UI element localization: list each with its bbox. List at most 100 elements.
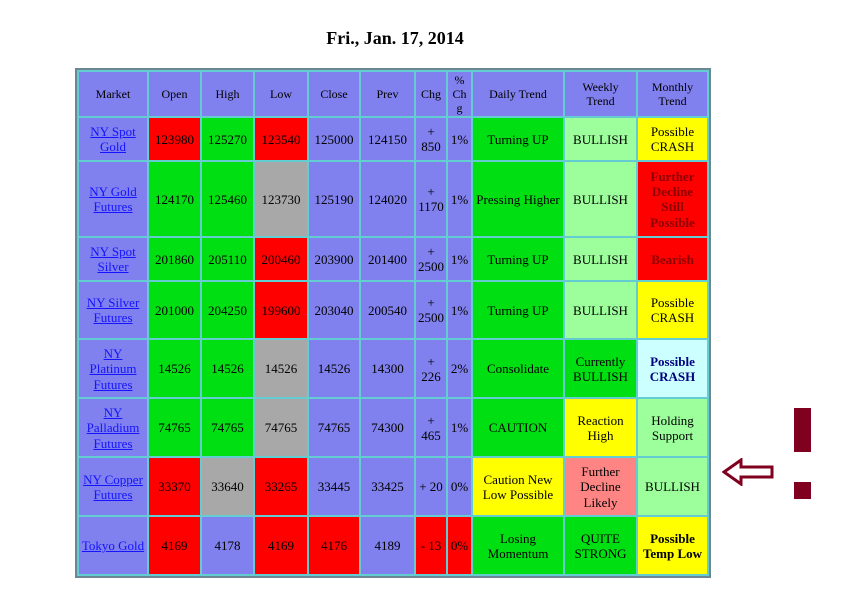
column-header-open: Open <box>149 72 200 117</box>
cell-weekly-trend: Currently BULLISH <box>565 340 636 398</box>
market-cell: NY Palladium Futures <box>79 399 147 457</box>
cell-low: 14526 <box>255 340 307 398</box>
cell-prev: 124150 <box>361 118 414 161</box>
cell-chg: 0% <box>448 458 471 516</box>
cell-weekly-trend: BULLISH <box>565 238 636 281</box>
cell-low: 33265 <box>255 458 307 516</box>
highlight-bar <box>794 408 811 452</box>
cell-chg: 1% <box>448 399 471 457</box>
market-link-ny-silver-futures[interactable]: NY Silver Futures <box>86 295 140 326</box>
cell-low: 123730 <box>255 162 307 237</box>
market-cell: NY Spot Gold <box>79 118 147 161</box>
cell-weekly-trend: BULLISH <box>565 118 636 161</box>
cell-weekly-trend: BULLISH <box>565 162 636 237</box>
column-header-low: Low <box>255 72 307 117</box>
cell-chg: 1% <box>448 162 471 237</box>
cell-monthly-trend: Further Decline Still Possible <box>638 162 707 237</box>
market-cell: NY Silver Futures <box>79 282 147 339</box>
page-title: Fri., Jan. 17, 2014 <box>326 28 464 48</box>
cell-daily-trend: Consolidate <box>473 340 563 398</box>
cell-close: 125000 <box>309 118 359 161</box>
cell-daily-trend: Losing Momentum <box>473 517 563 575</box>
market-cell: NY Platinum Futures <box>79 340 147 398</box>
market-cell: NY Spot Silver <box>79 238 147 281</box>
cell-chg: - 13 <box>416 517 446 575</box>
cell-daily-trend: Turning UP <box>473 238 563 281</box>
highlight-square <box>794 482 811 499</box>
cell-chg: 1% <box>448 118 471 161</box>
cell-chg: + 2500 <box>416 238 446 281</box>
cell-open: 201860 <box>149 238 200 281</box>
cell-low: 123540 <box>255 118 307 161</box>
table-row-ny-spot-gold: NY Spot Gold 123980 125270 123540 125000 1241… <box>79 118 707 161</box>
market-link-ny-spot-silver[interactable]: NY Spot Silver <box>90 244 136 275</box>
table-row-ny-copper-futures: NY Copper Futures 33370 33640 33265 33445 334… <box>79 458 707 516</box>
market-link-ny-copper-futures[interactable]: NY Copper Futures <box>83 471 143 502</box>
cell-high: 33640 <box>202 458 253 516</box>
cell-chg: 1% <box>448 282 471 339</box>
cell-weekly-trend: BULLISH <box>565 282 636 339</box>
cell-chg: + 226 <box>416 340 446 398</box>
cell-open: 74765 <box>149 399 200 457</box>
market-link-ny-gold-futures[interactable]: NY Gold Futures <box>89 184 137 215</box>
market-link-ny-palladium-futures[interactable]: NY Palladium Futures <box>86 404 140 451</box>
cell-chg: + 20 <box>416 458 446 516</box>
cell-chg: + 1170 <box>416 162 446 237</box>
market-link-tokyo-gold[interactable]: Tokyo Gold <box>81 538 145 554</box>
cell-chg: + 2500 <box>416 282 446 339</box>
column-header-chg: Chg <box>416 72 446 117</box>
cell-close: 4176 <box>309 517 359 575</box>
cell-open: 201000 <box>149 282 200 339</box>
cell-high: 205110 <box>202 238 253 281</box>
column-header-high: High <box>202 72 253 117</box>
cell-weekly-trend: QUITE STRONG <box>565 517 636 575</box>
table-container: Fri., Jan. 17, 2014 Market Open High Low Clo… <box>75 10 715 579</box>
cell-chg: 1% <box>448 238 471 281</box>
cell-low: 4169 <box>255 517 307 575</box>
cell-monthly-trend: BULLISH <box>638 458 707 516</box>
cell-monthly-trend: Possible CRASH <box>638 118 707 161</box>
cell-high: 14526 <box>202 340 253 398</box>
column-header-market: Market <box>79 72 147 117</box>
cell-daily-trend: Turning UP <box>473 118 563 161</box>
cell-monthly-trend: Possible Temp Low <box>638 517 707 575</box>
cell-open: 14526 <box>149 340 200 398</box>
cell-weekly-trend: Reaction High <box>565 399 636 457</box>
cell-high: 4178 <box>202 517 253 575</box>
cell-close: 203900 <box>309 238 359 281</box>
cell-close: 203040 <box>309 282 359 339</box>
table-row-tokyo-gold: Tokyo Gold 4169 4178 4169 4176 4189- 13 0% Losi… <box>79 517 707 575</box>
cell-chg: 2% <box>448 340 471 398</box>
column-header-monthly-trend: Monthly Trend <box>638 72 707 117</box>
cell-close: 33445 <box>309 458 359 516</box>
header-row: Market Open High Low Close Prev Chg% Chg Daily … <box>79 72 707 117</box>
market-link-ny-platinum-futures[interactable]: NY Platinum Futures <box>89 345 137 392</box>
cell-close: 74765 <box>309 399 359 457</box>
cell-prev: 4189 <box>361 517 414 575</box>
cell-high: 125270 <box>202 118 253 161</box>
cell-low: 200460 <box>255 238 307 281</box>
market-link-ny-spot-gold[interactable]: NY Spot Gold <box>90 124 136 155</box>
table-row-ny-spot-silver: NY Spot Silver 201860 205110 200460 203900 20… <box>79 238 707 281</box>
cell-daily-trend: Turning UP <box>473 282 563 339</box>
column-header-daily-trend: Daily Trend <box>473 72 563 117</box>
cell-daily-trend: Pressing Higher <box>473 162 563 237</box>
cell-open: 123980 <box>149 118 200 161</box>
cell-high: 125460 <box>202 162 253 237</box>
cell-open: 4169 <box>149 517 200 575</box>
cell-prev: 200540 <box>361 282 414 339</box>
cell-open: 124170 <box>149 162 200 237</box>
cell-chg: + 465 <box>416 399 446 457</box>
cell-chg: + 850 <box>416 118 446 161</box>
market-cell: NY Gold Futures <box>79 162 147 237</box>
cell-open: 33370 <box>149 458 200 516</box>
cell-monthly-trend: Possible CRASH <box>638 340 707 398</box>
market-table: Market Open High Low Close Prev Chg% Chg Daily … <box>75 68 711 579</box>
cell-prev: 74300 <box>361 399 414 457</box>
cell-high: 74765 <box>202 399 253 457</box>
cell-chg: 0% <box>448 517 471 575</box>
cell-monthly-trend: Holding Support <box>638 399 707 457</box>
table-row-ny-silver-futures: NY Silver Futures 201000 204250 199600 20304… <box>79 282 707 339</box>
cell-prev: 14300 <box>361 340 414 398</box>
table-row-ny-platinum-futures: NY Platinum Futures 14526 14526 14526 14526 1… <box>79 340 707 398</box>
